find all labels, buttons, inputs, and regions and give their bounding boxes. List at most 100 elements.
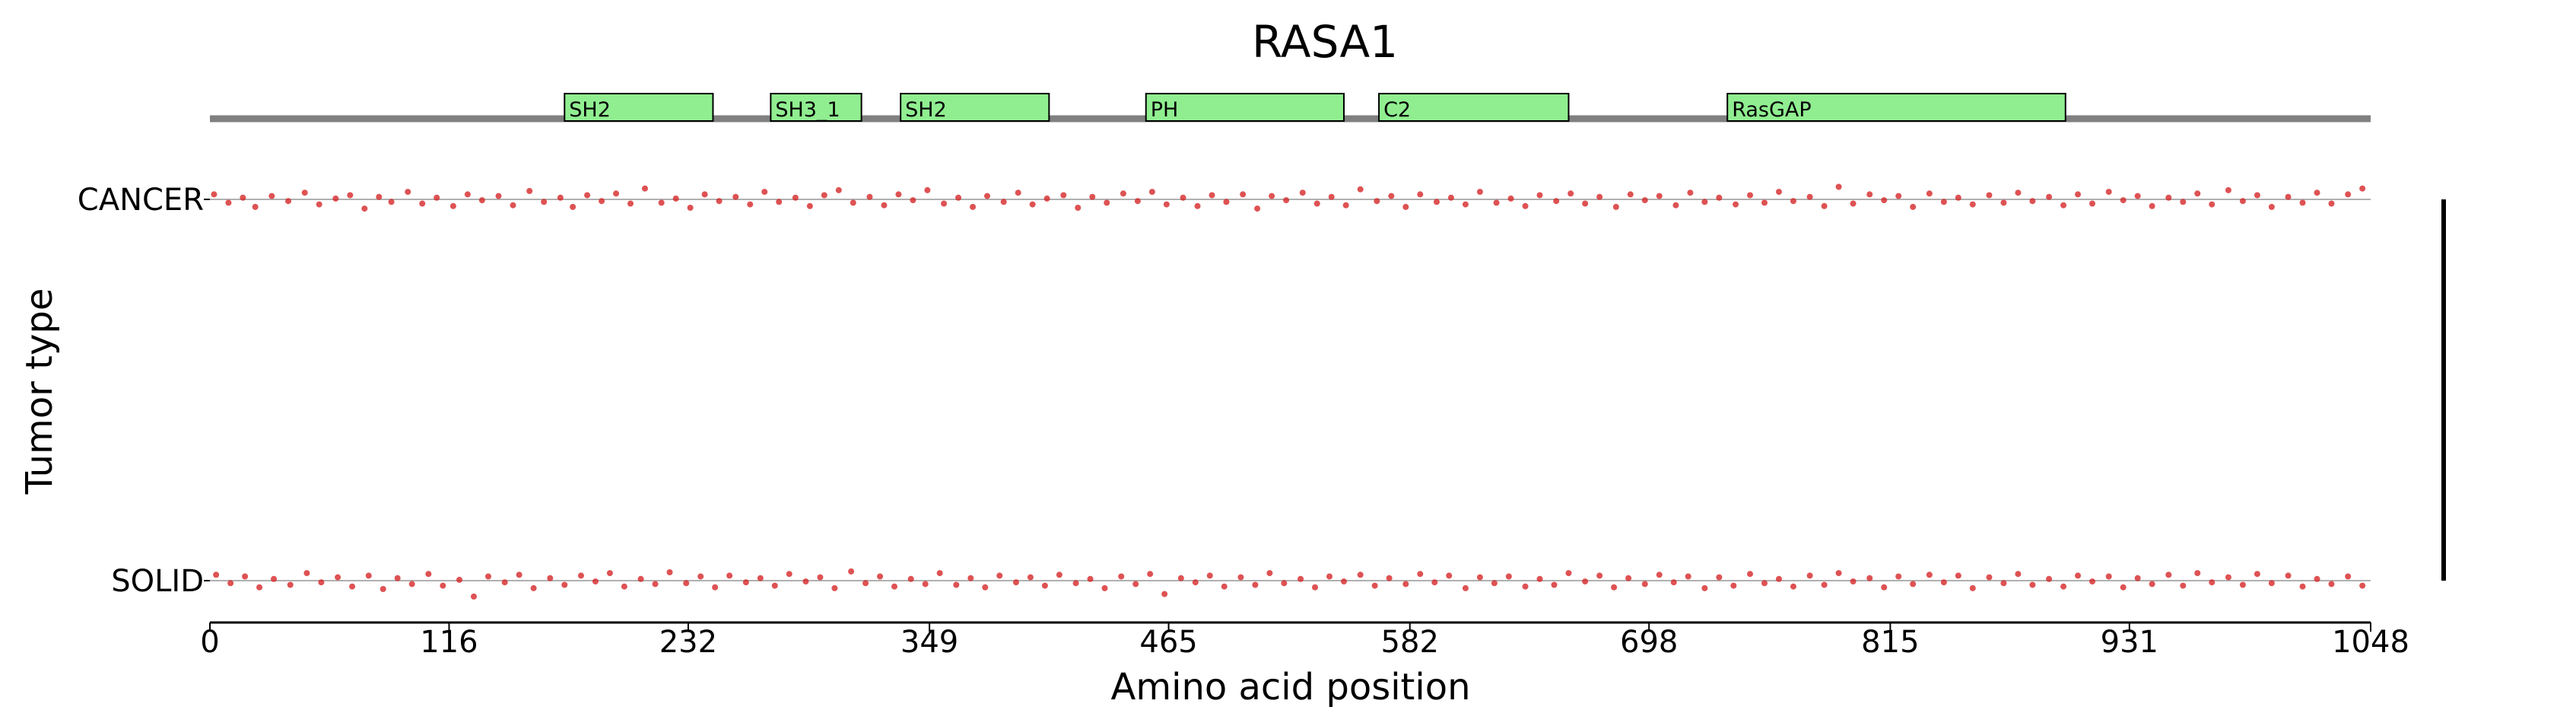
mutation-point-cancer (584, 192, 591, 199)
mutation-point-solid (1357, 572, 1364, 578)
domain-label-1: SH3_1 (775, 98, 840, 122)
category-tracks-group: CANCER SOLID (78, 183, 2371, 599)
mutation-point-solid (1701, 584, 1708, 591)
mutation-point-cancer (2285, 193, 2292, 200)
mutation-point-cancer (599, 198, 605, 205)
mutation-point-solid (922, 581, 929, 587)
mutation-point-cancer (1733, 201, 1739, 208)
mutation-point-cancer (1641, 197, 1648, 204)
mutation-point-cancer (1223, 199, 1230, 205)
domain-label-4: C2 (1383, 98, 1411, 122)
mutation-point-cancer (2299, 199, 2306, 206)
mutation-point-cancer (881, 202, 888, 209)
mutation-point-cancer (478, 197, 485, 204)
mutation-point-cancer (2015, 189, 2022, 196)
mutation-point-solid (1298, 575, 1304, 582)
mutation-point-solid (637, 575, 644, 582)
mutation-point-solid (967, 575, 974, 581)
mutation-point-solid (1625, 575, 1632, 581)
mutation-point-cancer (613, 190, 620, 197)
mutation-point-solid (213, 572, 220, 578)
mutation-point-solid (1806, 572, 1813, 579)
mutation-point-cancer (211, 191, 218, 198)
mutation-point-solid (349, 583, 356, 590)
mutation-point-cancer (2046, 193, 2053, 200)
mutation-point-solid (501, 579, 508, 586)
mutation-point-cancer (252, 203, 259, 210)
mutation-point-solid (2105, 573, 2112, 580)
mutation-points-group (211, 183, 2366, 600)
mutation-point-cancer (1522, 202, 1529, 209)
mutation-point-solid (982, 584, 989, 591)
mutation-point-cancer (1447, 194, 1454, 201)
mutation-point-cancer (1866, 191, 1873, 198)
mutation-point-solid (1850, 578, 1857, 585)
mutation-point-solid (2046, 575, 2053, 582)
x-tick-label-815: 815 (1861, 625, 1919, 660)
mutation-point-cancer (2029, 198, 2036, 205)
mutation-point-cancer (347, 192, 354, 199)
x-tick-label-698: 698 (1620, 625, 1678, 660)
mutation-point-cancer (285, 198, 292, 205)
mutation-point-solid (2314, 575, 2320, 582)
mutation-point-cancer (672, 195, 679, 202)
mutation-point-solid (953, 581, 960, 588)
mutation-point-cancer (2120, 197, 2127, 204)
mutation-point-solid (1446, 572, 1453, 579)
mutation-point-solid (1192, 579, 1199, 586)
mutation-point-cancer (2345, 191, 2352, 198)
mutation-point-cancer (464, 191, 471, 198)
mutation-point-solid (227, 580, 234, 587)
mutation-point-cancer (1895, 193, 1902, 199)
mutation-point-solid (862, 580, 869, 587)
mutation-point-cancer (2239, 198, 2246, 205)
mutation-point-solid (530, 584, 537, 591)
mutation-point-solid (440, 582, 446, 589)
mutation-point-solid (2254, 571, 2260, 578)
mutation-point-solid (1522, 583, 1529, 590)
mutation-point-solid (1611, 584, 1618, 591)
mutation-point-solid (1656, 572, 1663, 578)
mutation-point-solid (907, 575, 914, 582)
mutation-point-solid (1582, 578, 1589, 585)
mutation-point-solid (1118, 573, 1125, 580)
mutation-point-cancer (405, 189, 411, 196)
mutation-point-cancer (1716, 194, 1723, 201)
mutation-point-solid (335, 574, 341, 581)
mutation-point-cancer (541, 199, 548, 205)
mutation-point-solid (456, 576, 463, 583)
mutation-point-cancer (2209, 201, 2215, 208)
mutation-point-cancer (1029, 201, 1036, 208)
mutation-point-cancer (1940, 199, 1947, 205)
domain-box-3 (1145, 93, 1345, 122)
mutation-point-cancer (1969, 201, 1976, 208)
mutation-point-solid (2328, 581, 2335, 587)
mutation-point-cancer (1850, 200, 1857, 207)
mutation-point-cancer (2268, 203, 2275, 210)
mutation-point-cancer (1433, 199, 1440, 205)
mutation-point-cancer (1148, 189, 1155, 196)
mutation-point-cancer (1687, 189, 1694, 196)
mutation-point-cancer (821, 192, 827, 199)
mutation-point-cancer (627, 200, 634, 207)
mutation-point-cancer (301, 189, 308, 196)
mutation-point-cancer (1881, 197, 1888, 204)
mutation-point-solid (1910, 581, 1917, 587)
mutation-point-cancer (1402, 203, 1409, 210)
mutation-point-solid (592, 578, 599, 585)
mutation-point-solid (484, 573, 491, 580)
x-tick-label-1048: 1048 (2332, 625, 2409, 660)
mutation-point-solid (1476, 574, 1483, 581)
x-tick-label-0: 0 (200, 625, 219, 660)
mutation-point-solid (1895, 573, 1902, 580)
mutation-point-solid (1041, 582, 1048, 589)
mutation-point-solid (2299, 583, 2306, 590)
domain-label-2: SH2 (905, 98, 947, 122)
mutation-point-solid (1747, 571, 1754, 578)
mutation-point-solid (1206, 572, 1213, 579)
mutation-point-cancer (1209, 192, 1215, 199)
mutation-point-solid (303, 570, 310, 577)
mutation-point-cancer (1835, 183, 1842, 190)
mutation-point-cancer (2225, 186, 2231, 193)
